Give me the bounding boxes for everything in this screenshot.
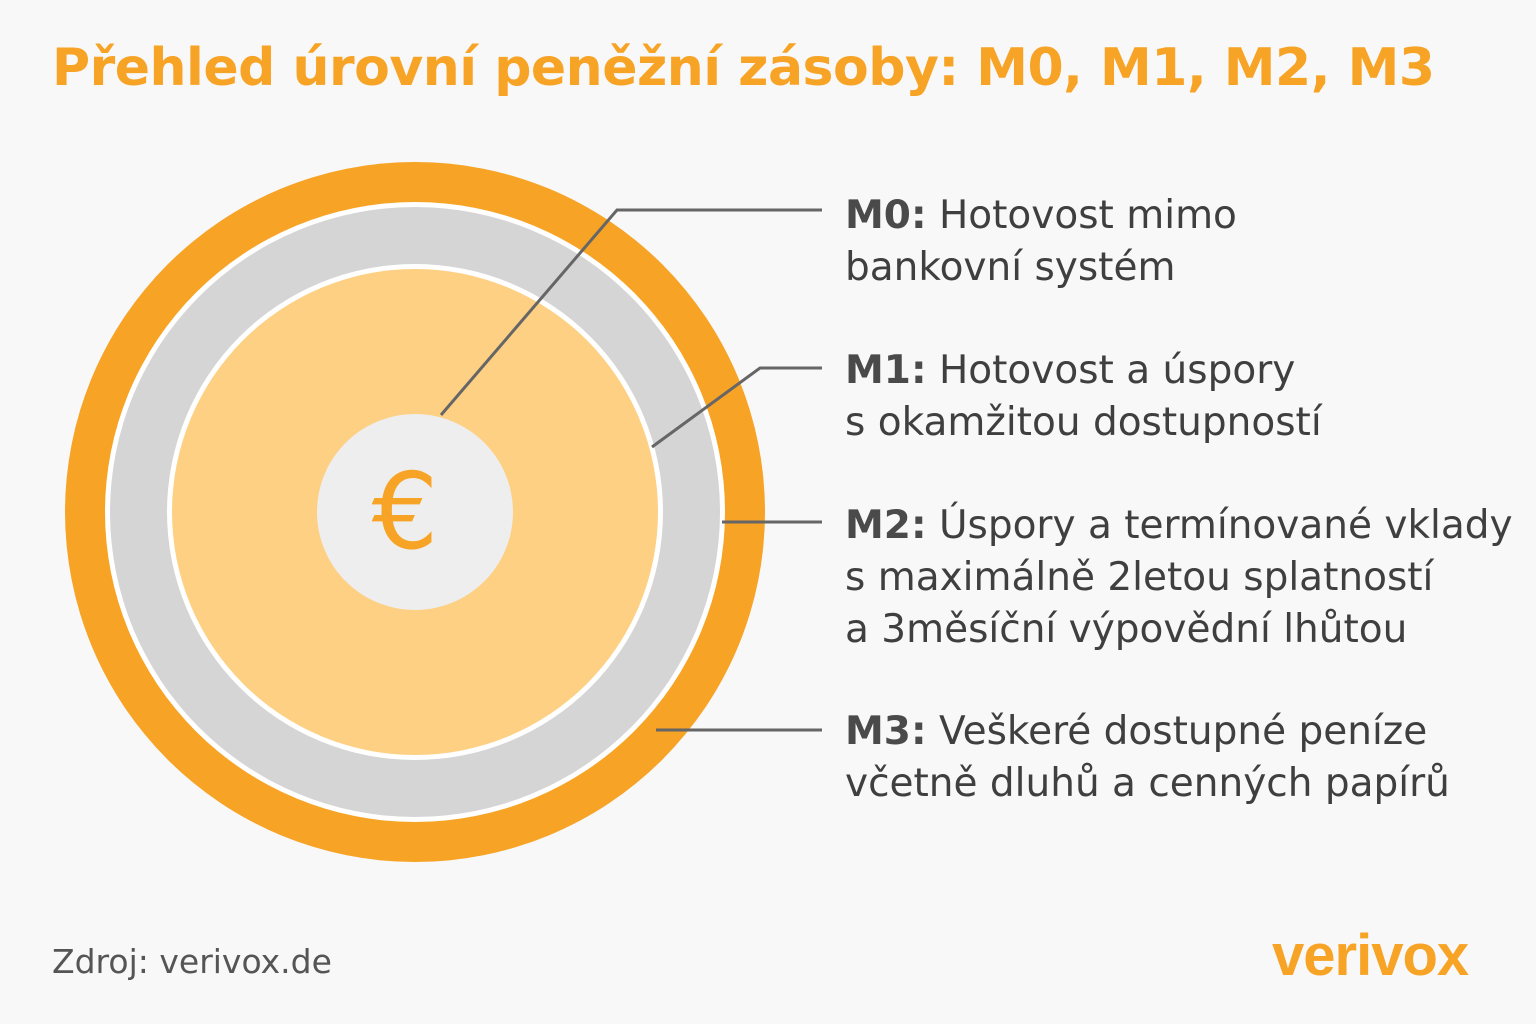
level-key: M1: <box>845 348 927 393</box>
page-title: Přehled úrovní peněžní zásoby: M0, M1, M… <box>52 38 1435 98</box>
level-text: bankovní systém <box>845 245 1176 290</box>
source-note: Zdroj: verivox.de <box>52 942 332 981</box>
m0-center <box>317 414 513 610</box>
euro-icon: € <box>372 451 439 573</box>
label-m2: M2: Úspory a termínované vklady s maximá… <box>845 500 1513 656</box>
leader-line-m0 <box>439 208 822 416</box>
level-key: M2: <box>845 503 927 548</box>
label-m3: M3: Veškeré dostupné peníze včetně dluhů… <box>845 706 1450 810</box>
level-text: s okamžitou dostupností <box>845 400 1322 445</box>
level-key: M0: <box>845 193 927 238</box>
label-m1: M1: Hotovost a úspory s okamžitou dostup… <box>845 345 1322 449</box>
verivox-logo: verivox <box>1272 923 1469 988</box>
level-text: Veškeré dostupné peníze <box>938 709 1428 754</box>
leader-line-m1 <box>651 366 822 449</box>
level-text: Hotovost mimo <box>938 193 1237 238</box>
level-text: Hotovost a úspory <box>938 348 1296 393</box>
level-key: M3: <box>845 709 927 754</box>
level-text: Úspory a termínované vklady <box>938 503 1513 548</box>
level-text: s maximálně 2letou splatností <box>845 555 1434 600</box>
level-text: a 3měsíční výpovědní lhůtou <box>845 607 1408 652</box>
label-m0: M0: Hotovost mimo bankovní systém <box>845 190 1237 294</box>
level-text: včetně dluhů a cenných papírů <box>845 761 1450 806</box>
